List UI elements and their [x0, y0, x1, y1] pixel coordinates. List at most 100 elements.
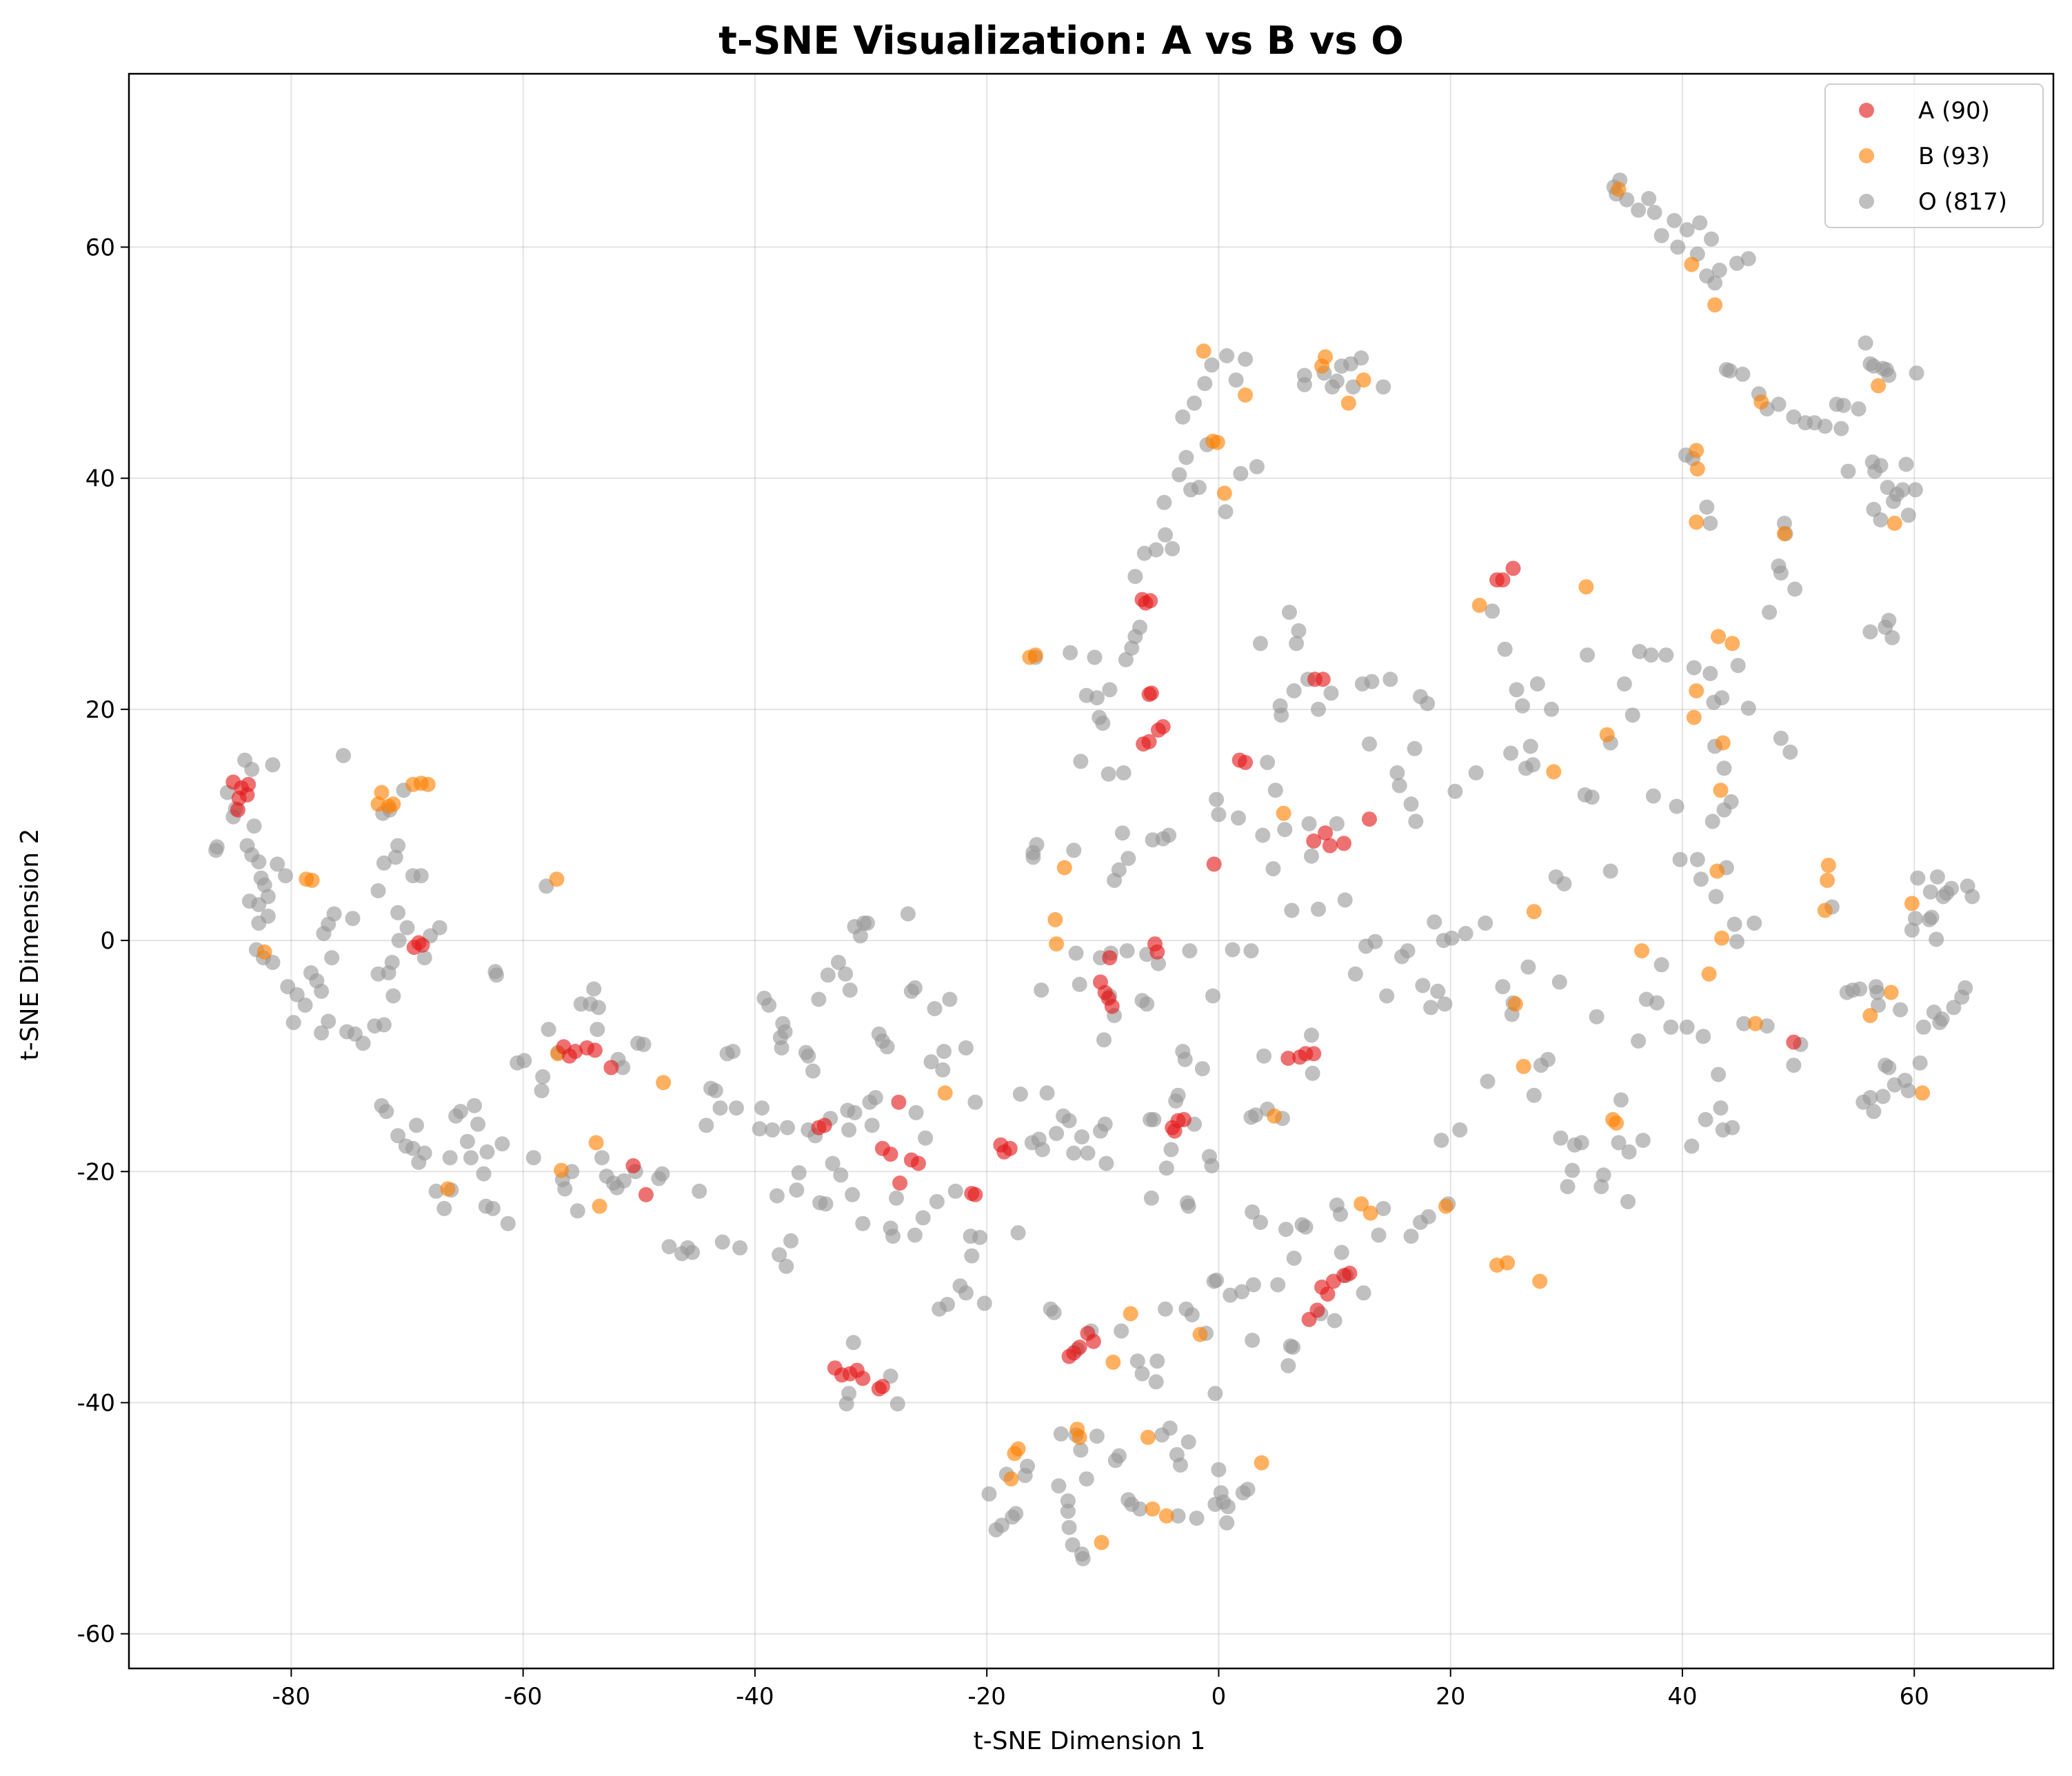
data-point	[1709, 863, 1725, 879]
data-point	[845, 1187, 861, 1202]
data-point	[892, 1175, 908, 1191]
data-point	[1714, 690, 1730, 706]
data-point	[1286, 1251, 1302, 1266]
data-point	[1162, 1420, 1178, 1436]
data-point	[1873, 512, 1889, 527]
data-point	[1702, 665, 1718, 681]
data-point	[1625, 707, 1640, 723]
data-point	[1270, 1277, 1286, 1293]
data-point	[1111, 1448, 1127, 1464]
data-point	[442, 1150, 458, 1166]
data-point	[1053, 1426, 1069, 1442]
data-point	[1546, 764, 1562, 780]
data-point	[399, 920, 415, 936]
data-point	[1692, 215, 1708, 231]
data-point	[379, 1104, 394, 1120]
data-point	[1243, 943, 1259, 959]
data-point	[883, 1147, 898, 1162]
data-point	[436, 1200, 452, 1216]
data-point	[1105, 1354, 1121, 1370]
data-point	[1480, 1073, 1496, 1089]
y-tick-label: 20	[86, 696, 115, 724]
data-point	[467, 1098, 482, 1113]
data-point	[615, 1060, 631, 1076]
data-point	[1376, 379, 1391, 395]
data-point	[534, 1083, 550, 1098]
data-point	[1066, 1145, 1082, 1161]
data-point	[440, 1181, 456, 1197]
data-point	[732, 1240, 748, 1255]
data-point	[1240, 1482, 1256, 1497]
data-point	[885, 1229, 901, 1244]
data-point	[1197, 376, 1213, 392]
data-point	[1010, 1225, 1026, 1241]
data-point	[1669, 798, 1684, 814]
data-point	[1253, 636, 1268, 652]
data-point	[1177, 1051, 1193, 1067]
data-point	[1304, 1027, 1319, 1043]
data-point	[1104, 998, 1120, 1014]
data-point	[1447, 783, 1463, 799]
data-point	[1723, 794, 1739, 809]
data-point	[500, 1215, 516, 1231]
data-point	[867, 1090, 883, 1105]
data-point	[463, 1150, 479, 1166]
y-tick-label: -40	[77, 1390, 115, 1417]
data-point	[1254, 1455, 1269, 1471]
data-point	[1497, 641, 1513, 657]
data-point	[289, 987, 305, 1002]
legend-marker	[1859, 103, 1874, 118]
data-point	[1729, 934, 1744, 949]
data-point	[981, 1486, 997, 1502]
data-point	[1929, 931, 1944, 947]
data-point	[592, 1198, 607, 1214]
data-point	[777, 1024, 793, 1040]
data-point	[1820, 872, 1835, 888]
data-point	[1087, 649, 1103, 665]
data-point	[1565, 1162, 1580, 1178]
data-point	[1074, 1129, 1089, 1144]
data-point	[391, 933, 407, 949]
data-point	[1098, 1156, 1114, 1171]
data-point	[1020, 1458, 1035, 1474]
data-point	[1323, 685, 1339, 701]
data-point	[1362, 811, 1377, 827]
data-point	[1875, 1089, 1891, 1104]
data-point	[1871, 997, 1887, 1013]
data-point	[1500, 1255, 1516, 1271]
data-point	[1689, 683, 1704, 698]
data-point	[479, 1144, 495, 1160]
data-point	[1573, 1135, 1589, 1151]
data-point	[1729, 255, 1744, 271]
data-point	[1415, 978, 1431, 993]
data-point	[1507, 996, 1523, 1012]
data-point	[1364, 674, 1380, 689]
data-point	[416, 950, 432, 966]
data-point	[1391, 778, 1407, 794]
data-point	[1165, 541, 1180, 556]
data-point	[964, 1248, 980, 1264]
data-point	[516, 1053, 532, 1069]
data-point	[1178, 450, 1194, 465]
data-point	[1900, 507, 1916, 523]
data-point	[825, 1156, 841, 1171]
data-point	[1382, 672, 1398, 687]
data-point	[1679, 222, 1695, 238]
data-point	[967, 1094, 983, 1110]
data-point	[1171, 467, 1187, 483]
data-point	[314, 1025, 330, 1041]
data-point	[1833, 421, 1849, 436]
data-point	[1909, 365, 1924, 381]
data-point	[1910, 870, 1926, 886]
data-point	[1265, 861, 1281, 877]
data-point	[1116, 765, 1131, 780]
data-point	[1907, 911, 1923, 927]
data-point	[314, 983, 330, 999]
data-point	[1206, 856, 1222, 872]
data-point	[1887, 516, 1902, 531]
data-point	[1408, 814, 1424, 829]
data-point	[698, 1118, 714, 1133]
data-point	[1132, 619, 1148, 635]
data-point	[1060, 1493, 1076, 1508]
data-point	[549, 871, 565, 887]
